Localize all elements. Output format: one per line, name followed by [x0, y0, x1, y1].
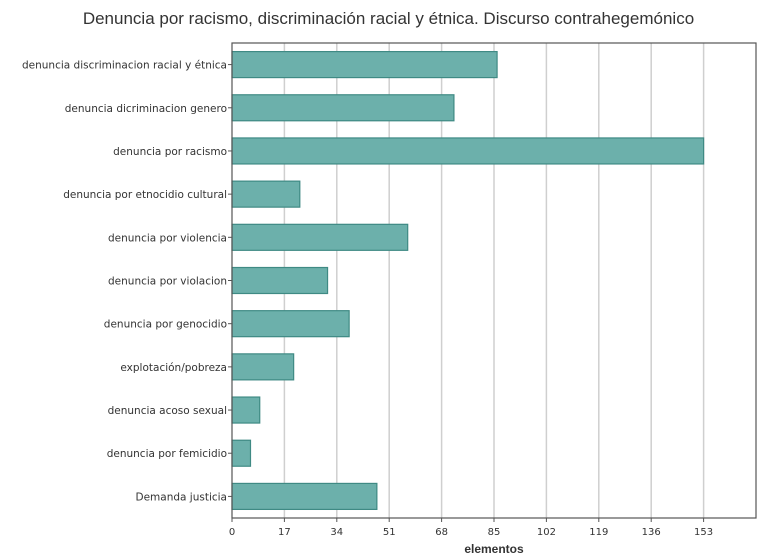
- x-tick-label: 17: [278, 527, 291, 538]
- x-tick-label: 51: [383, 527, 396, 538]
- category-label: denuncia por etnocidio cultural: [63, 189, 227, 201]
- x-tick-label: 136: [642, 527, 661, 538]
- bar: [231, 266, 329, 295]
- category-label: denuncia por femicidio: [107, 448, 227, 460]
- category-label: denuncia por violencia: [108, 232, 227, 244]
- x-tick-label: 0: [229, 527, 235, 538]
- bar: [231, 439, 252, 467]
- category-label: Demanda justicia: [135, 491, 227, 503]
- bar: [231, 310, 350, 338]
- bar: [231, 223, 409, 251]
- x-axis-title: elementos: [464, 542, 524, 556]
- category-label: explotación/pobreza: [120, 362, 227, 374]
- bar: [231, 137, 705, 165]
- x-tick-label: 102: [537, 527, 556, 538]
- category-label: denuncia por racismo: [113, 146, 227, 158]
- category-label: denuncia acoso sexual: [108, 405, 227, 417]
- x-tick-label: 34: [330, 527, 343, 538]
- x-tick-label: 68: [435, 527, 448, 538]
- bar: [231, 353, 295, 381]
- category-label: denuncia por violacion: [108, 276, 227, 288]
- bar: [231, 482, 378, 511]
- bar: [231, 396, 261, 424]
- category-label: denuncia discriminacion racial y étnica: [22, 60, 227, 72]
- x-tick-label: 119: [589, 527, 608, 538]
- x-tick-label: 85: [488, 527, 501, 538]
- x-tick-label: 153: [694, 527, 713, 538]
- category-label: denuncia dicriminacion genero: [65, 103, 227, 115]
- bar: [231, 180, 301, 208]
- bar: [231, 94, 455, 122]
- chart-title: Denuncia por racismo, discriminación rac…: [82, 9, 695, 28]
- bar: [231, 50, 498, 79]
- category-label: denuncia por genocidio: [104, 319, 227, 331]
